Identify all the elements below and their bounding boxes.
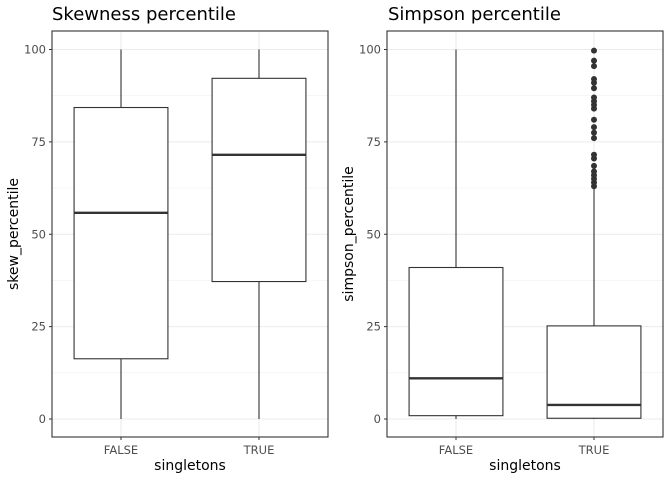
x-tick-label: FALSE	[439, 443, 473, 457]
box-true	[546, 47, 642, 419]
box-iqr	[211, 77, 307, 283]
y-axis-title: simpson_percentile	[341, 166, 357, 301]
panel-simpson: 0 25 50 75 100 FALSE TRUE Simpson percentile sin…	[341, 4, 664, 474]
y-tick-label: 100	[24, 43, 46, 57]
chart-title: Skewness percentile	[52, 4, 236, 25]
outlier-point	[591, 47, 597, 54]
outlier-point	[591, 129, 597, 136]
y-tick-label: 25	[366, 320, 381, 334]
y-tick-label: 50	[31, 227, 46, 241]
outlier-point	[591, 63, 597, 70]
outlier-point	[591, 85, 597, 92]
y-axis-title: skew_percentile	[6, 178, 22, 290]
y-tick-label: 0	[374, 412, 381, 426]
outlier-point	[591, 162, 597, 169]
box-iqr	[546, 325, 642, 419]
outlier-point	[591, 76, 597, 83]
panel-skewness: 0 25 50 75 100 FALSE TRUE Skewness percentile si…	[6, 4, 329, 474]
outlier-point	[591, 168, 597, 175]
y-tick-label: 0	[39, 412, 46, 426]
y-tick-label: 25	[31, 320, 46, 334]
box-false	[408, 49, 504, 419]
x-axis-title: singletons	[489, 458, 561, 474]
box-iqr	[408, 266, 504, 417]
x-tick-label: TRUE	[578, 443, 610, 457]
box-iqr	[73, 106, 169, 360]
x-axis-title: singletons	[154, 458, 226, 474]
y-tick-label: 50	[366, 227, 381, 241]
box-true	[211, 49, 307, 419]
chart-title: Simpson percentile	[388, 4, 561, 25]
y-tick-label: 100	[359, 43, 381, 57]
x-tick-label: TRUE	[243, 443, 275, 457]
x-tick-label: FALSE	[104, 443, 138, 457]
y-tick-label: 75	[366, 135, 381, 149]
outlier-point	[591, 94, 597, 101]
outlier-point	[591, 135, 597, 142]
outlier-point	[591, 57, 597, 64]
outlier-point	[591, 116, 597, 123]
y-tick-label: 75	[31, 135, 46, 149]
outlier-point	[591, 151, 597, 158]
box-false	[73, 49, 169, 419]
outlier-point	[591, 124, 597, 131]
